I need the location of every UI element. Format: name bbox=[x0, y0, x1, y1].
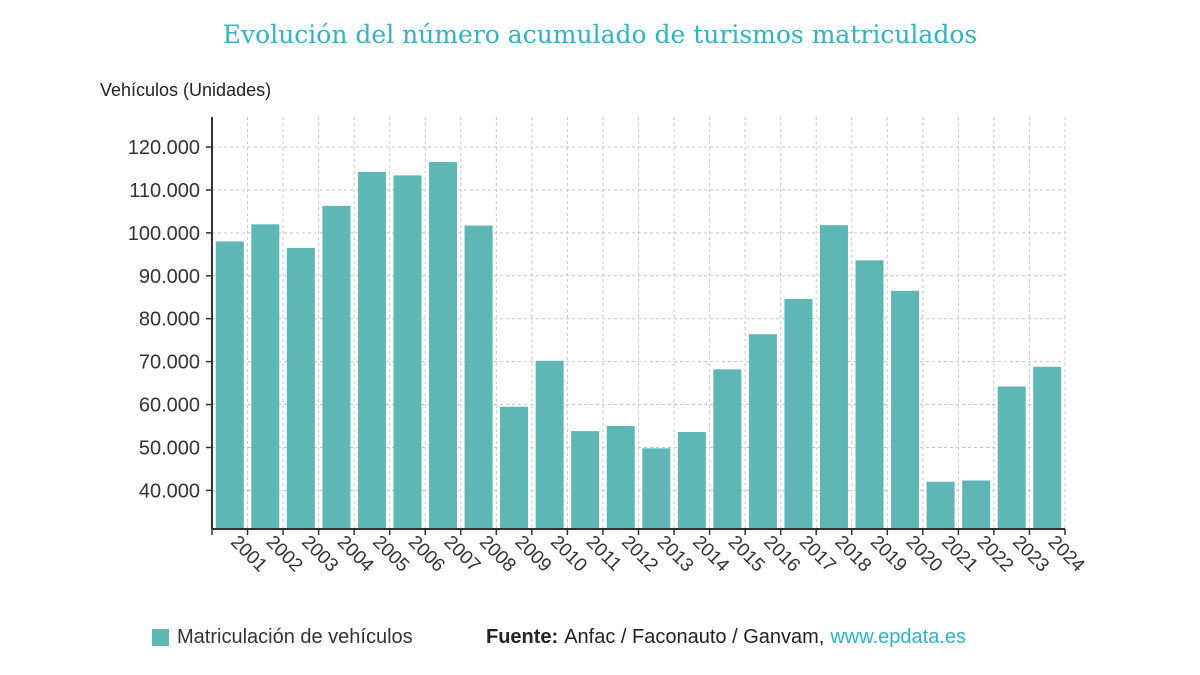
x-tick-label: 2009 bbox=[511, 532, 556, 577]
bar-2024 bbox=[1033, 366, 1062, 529]
legend: Matriculación de vehículos bbox=[152, 624, 413, 650]
y-tick-label: 70.000 bbox=[139, 352, 200, 374]
bar-2002 bbox=[251, 224, 280, 529]
x-tick-label: 2008 bbox=[475, 532, 520, 577]
x-tick-label: 2019 bbox=[866, 532, 911, 577]
x-tick-label: 2004 bbox=[333, 532, 378, 577]
y-tick-label: 50.000 bbox=[139, 437, 200, 459]
source-text: Anfac / Faconauto / Ganvam, bbox=[564, 625, 825, 648]
x-tick-label: 2006 bbox=[404, 532, 449, 577]
bar-2009 bbox=[500, 406, 529, 529]
x-tick-label: 2023 bbox=[1008, 532, 1053, 577]
bar-2001 bbox=[215, 241, 244, 530]
x-tick-label: 2005 bbox=[368, 532, 413, 577]
legend-label: Matriculación de vehículos bbox=[177, 625, 413, 648]
bar-2006 bbox=[393, 175, 422, 529]
x-tick-label: 2017 bbox=[795, 532, 840, 577]
bar-2022 bbox=[962, 480, 991, 529]
bar-2019 bbox=[855, 260, 884, 529]
x-tick-label: 2003 bbox=[297, 532, 342, 577]
bar-2015 bbox=[713, 369, 742, 529]
x-tick-label: 2018 bbox=[830, 532, 875, 577]
y-tick-label: 100.000 bbox=[128, 223, 200, 245]
y-tick-label: 120.000 bbox=[128, 137, 200, 159]
x-tick-label: 2012 bbox=[617, 532, 662, 577]
chart-title: Evolución del número acumulado de turism… bbox=[222, 20, 978, 49]
x-tick-label: 2020 bbox=[902, 532, 947, 577]
y-tick-label: 90.000 bbox=[139, 266, 200, 288]
x-tick-label: 2016 bbox=[759, 532, 804, 577]
source-label: Fuente: bbox=[486, 625, 559, 648]
x-tick-labels: 2001200220032004200520062007200820092010… bbox=[226, 532, 1089, 577]
bar-2005 bbox=[357, 171, 386, 529]
bar-2004 bbox=[322, 205, 351, 529]
bar-2013 bbox=[642, 448, 671, 529]
bar-2003 bbox=[286, 247, 315, 530]
bar-2011 bbox=[571, 431, 600, 529]
x-tick-label: 2002 bbox=[262, 532, 307, 577]
y-tick-label: 60.000 bbox=[139, 395, 200, 417]
x-tick-label: 2010 bbox=[546, 532, 591, 577]
y-tick-label: 40.000 bbox=[139, 480, 200, 502]
axes bbox=[206, 117, 1066, 535]
bar-2016 bbox=[748, 334, 777, 529]
x-tick-label: 2013 bbox=[653, 532, 698, 577]
bar-2014 bbox=[677, 432, 706, 529]
bars bbox=[215, 162, 1062, 530]
bar-2021 bbox=[926, 481, 955, 529]
y-tick-labels: 40.000 50.000 60.000 70.000 80.000 90.000 100.… bbox=[128, 137, 200, 502]
bar-2020 bbox=[891, 290, 920, 529]
bar-2007 bbox=[429, 162, 458, 529]
x-tick-label: 2024 bbox=[1044, 532, 1089, 577]
bar-2010 bbox=[535, 360, 564, 529]
x-tick-label: 2015 bbox=[724, 532, 769, 577]
bar-2018 bbox=[819, 225, 848, 529]
source-link[interactable]: www.epdata.es bbox=[830, 625, 966, 648]
x-tick-label: 2014 bbox=[688, 532, 733, 577]
bar-2023 bbox=[997, 386, 1026, 529]
source-note: Fuente: Anfac / Faconauto / Ganvam, www.… bbox=[486, 624, 966, 650]
bar-2017 bbox=[784, 298, 813, 529]
bar-2012 bbox=[606, 426, 635, 529]
x-tick-label: 2022 bbox=[973, 532, 1018, 577]
y-tick-label: 80.000 bbox=[139, 309, 200, 331]
x-tick-label: 2021 bbox=[937, 532, 982, 577]
y-tick-label: 110.000 bbox=[129, 180, 200, 202]
x-tick-label: 2001 bbox=[226, 532, 271, 577]
y-axis-label: Vehículos (Unidades) bbox=[100, 80, 272, 100]
bar-2008 bbox=[464, 225, 493, 529]
x-tick-label: 2007 bbox=[439, 532, 484, 577]
x-tick-label: 2011 bbox=[582, 532, 626, 576]
legend-swatch bbox=[152, 628, 169, 646]
